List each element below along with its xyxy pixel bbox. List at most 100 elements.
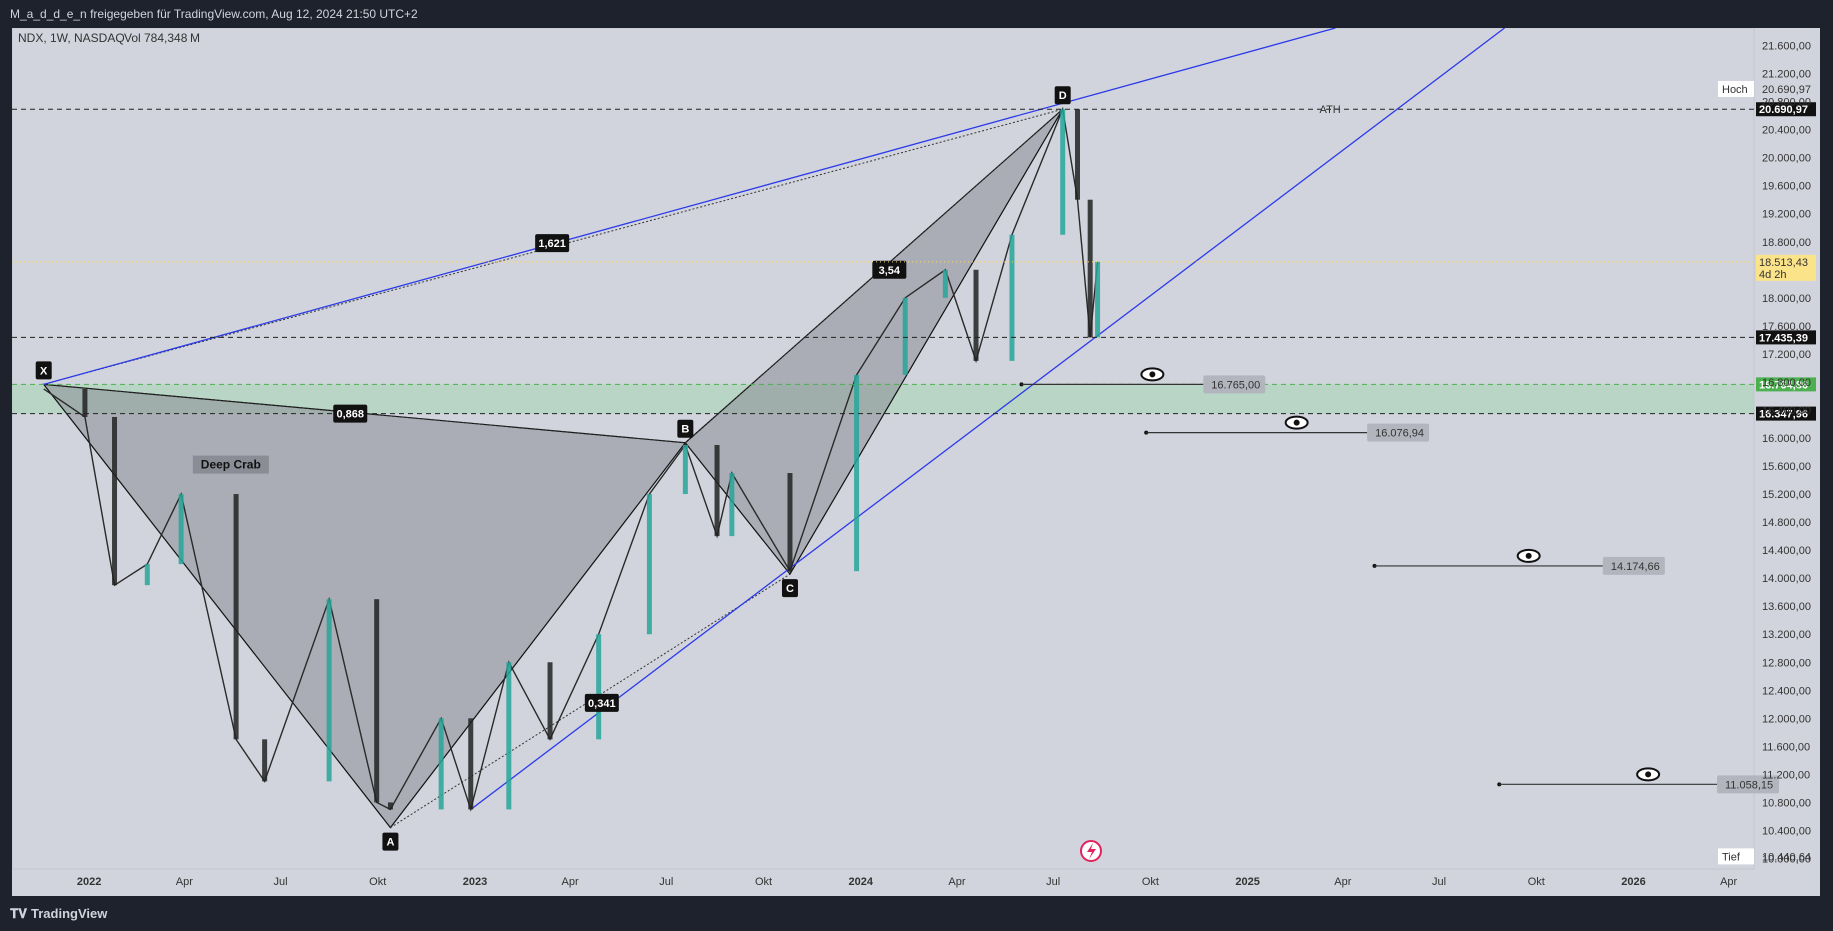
target-label: 16.765,00 bbox=[1211, 379, 1260, 391]
eye-icon-pupil bbox=[1645, 771, 1652, 778]
footer-bar: 𝐓𝐕 TradingView bbox=[0, 896, 1833, 931]
ratio-label-box bbox=[584, 693, 619, 712]
target-label-box bbox=[1602, 556, 1665, 575]
high-tag-label: Hoch bbox=[1722, 84, 1748, 96]
candle-body bbox=[233, 494, 239, 740]
candle-body bbox=[506, 662, 512, 810]
pattern-xb-line bbox=[43, 383, 686, 444]
candle-body bbox=[112, 416, 118, 586]
candle-body bbox=[1087, 199, 1093, 338]
ratio-label: 3,54 bbox=[879, 265, 901, 277]
x-axis-tick-label: 2025 bbox=[1235, 876, 1259, 888]
y-axis-tick-label: 18.000,00 bbox=[1762, 293, 1811, 305]
eye-icon-pupil bbox=[1525, 552, 1532, 559]
eye-icon[interactable] bbox=[1140, 367, 1165, 382]
candle-body bbox=[973, 269, 979, 361]
volume-unit: M bbox=[190, 31, 200, 45]
low-tag-label: Tief bbox=[1722, 851, 1741, 863]
candle-body bbox=[387, 802, 393, 810]
candle-body bbox=[596, 634, 602, 740]
candle-body bbox=[902, 297, 908, 375]
y-axis-tick-label: 10.000,00 bbox=[1762, 853, 1811, 865]
y-axis-tick-label: 16.400,00 bbox=[1762, 405, 1811, 417]
pattern-point-label: X bbox=[40, 365, 48, 377]
y-axis-tick-label: 16.800,00 bbox=[1762, 377, 1811, 389]
target-label-box bbox=[1717, 775, 1780, 794]
ath-label: ATH bbox=[1320, 104, 1341, 116]
flash-icon[interactable] bbox=[1080, 840, 1102, 862]
x-axis-tick-label: Apr bbox=[948, 876, 965, 888]
y-axis-tick-label: 14.000,00 bbox=[1762, 573, 1811, 585]
volume-label: Vol bbox=[124, 31, 141, 45]
target-label-box bbox=[1367, 423, 1430, 442]
pattern-point-label: A bbox=[386, 837, 394, 849]
y-axis-tick-label: 17.600,00 bbox=[1762, 321, 1811, 333]
y-axis-tick-label: 20.400,00 bbox=[1762, 125, 1811, 137]
pattern-point-label: C bbox=[786, 583, 794, 595]
eye-icon[interactable] bbox=[1636, 767, 1661, 782]
x-axis-tick-label: Okt bbox=[1142, 876, 1159, 888]
x-axis-tick-label: Jul bbox=[1432, 876, 1446, 888]
price-level-tag-text: 16.764,86 bbox=[1759, 379, 1808, 391]
price-level-tag bbox=[1756, 102, 1816, 117]
price-level-tag-text: 16.347,96 bbox=[1759, 409, 1808, 421]
x-axis-tick-label: Jul bbox=[273, 876, 287, 888]
target-label: 11.058,15 bbox=[1725, 779, 1773, 791]
x-axis-tick-label: Apr bbox=[562, 876, 579, 888]
x-axis-tick-label: 2023 bbox=[463, 876, 487, 888]
price-level-tag-text: 17.435,39 bbox=[1759, 332, 1808, 344]
y-axis-tick-label: 12.400,00 bbox=[1762, 685, 1811, 697]
plot-frame bbox=[12, 28, 1755, 870]
candle-body bbox=[714, 444, 720, 537]
y-axis-tick-label: 13.200,00 bbox=[1762, 629, 1811, 641]
y-axis-tick-label: 14.400,00 bbox=[1762, 545, 1811, 557]
price-chart[interactable]: 20.690,97ATH17.435,3916.764,8616.347,96 … bbox=[12, 28, 1820, 896]
volume-value: 784,348 bbox=[144, 31, 188, 45]
x-axis-tick-label: 2024 bbox=[849, 876, 874, 888]
y-axis-tick-label: 11.600,00 bbox=[1762, 741, 1810, 753]
x-axis-tick-label: Okt bbox=[755, 876, 772, 888]
eye-icon-pupil bbox=[1149, 371, 1156, 378]
ratio-label-box bbox=[535, 234, 570, 253]
low-tag-value: 10.440,64 bbox=[1762, 851, 1811, 863]
share-caption-bar: M_a_d_d_e_n freigegeben für TradingView.… bbox=[0, 0, 1833, 28]
candle-body bbox=[729, 473, 735, 537]
x-axis-tick-label: 2022 bbox=[77, 876, 101, 888]
y-axis-tick-label: 17.200,00 bbox=[1762, 349, 1811, 361]
tradingview-logo[interactable]: 𝐓𝐕 TradingView bbox=[0, 896, 107, 931]
eye-icon[interactable] bbox=[1284, 415, 1309, 430]
high-tag-value: 20.690,97 bbox=[1762, 84, 1811, 96]
pattern-point-label-box bbox=[781, 579, 798, 598]
symbol-info: NDX, 1W, NASDAQ bbox=[18, 31, 125, 45]
target-label-box bbox=[1203, 375, 1266, 394]
candle-body bbox=[144, 564, 150, 586]
price-level-tag-text: 20.690,97 bbox=[1759, 104, 1808, 116]
pattern-point-label: B bbox=[681, 424, 689, 436]
candle-body bbox=[262, 739, 268, 782]
ratio-label: 0,341 bbox=[588, 698, 616, 710]
trendline[interactable] bbox=[470, 28, 1505, 810]
price-level-tag bbox=[1756, 377, 1816, 392]
x-axis-tick-label: Apr bbox=[176, 876, 193, 888]
pattern-point-label-box bbox=[1054, 86, 1071, 105]
ratio-label-box bbox=[872, 260, 907, 279]
candle-body bbox=[1009, 234, 1015, 361]
target-label: 16.076,94 bbox=[1375, 428, 1424, 440]
y-axis-tick-label: 16.000,00 bbox=[1762, 433, 1811, 445]
y-axis-tick-label: 15.200,00 bbox=[1762, 489, 1811, 501]
candle-body bbox=[646, 494, 652, 635]
ratio-label: 0,868 bbox=[336, 409, 364, 421]
current-price-tag bbox=[1756, 254, 1816, 281]
y-axis-tick-label: 21.200,00 bbox=[1762, 69, 1811, 81]
pattern-point-label-box bbox=[382, 832, 399, 851]
y-axis-tick-label: 13.600,00 bbox=[1762, 601, 1811, 613]
x-axis-tick-label: Apr bbox=[1334, 876, 1351, 888]
y-axis-tick-label: 20.800,00 bbox=[1762, 97, 1811, 109]
candle-body bbox=[1074, 109, 1080, 200]
pattern-point-label-box bbox=[35, 361, 52, 380]
chart-area[interactable]: 20.690,97 ATH 17.435,39 16.764,86 16.347,96 … bbox=[12, 28, 1820, 896]
trendline[interactable] bbox=[43, 28, 1336, 386]
eye-icon-pupil bbox=[1293, 419, 1300, 426]
candle-body bbox=[374, 599, 380, 803]
eye-icon[interactable] bbox=[1516, 548, 1541, 563]
